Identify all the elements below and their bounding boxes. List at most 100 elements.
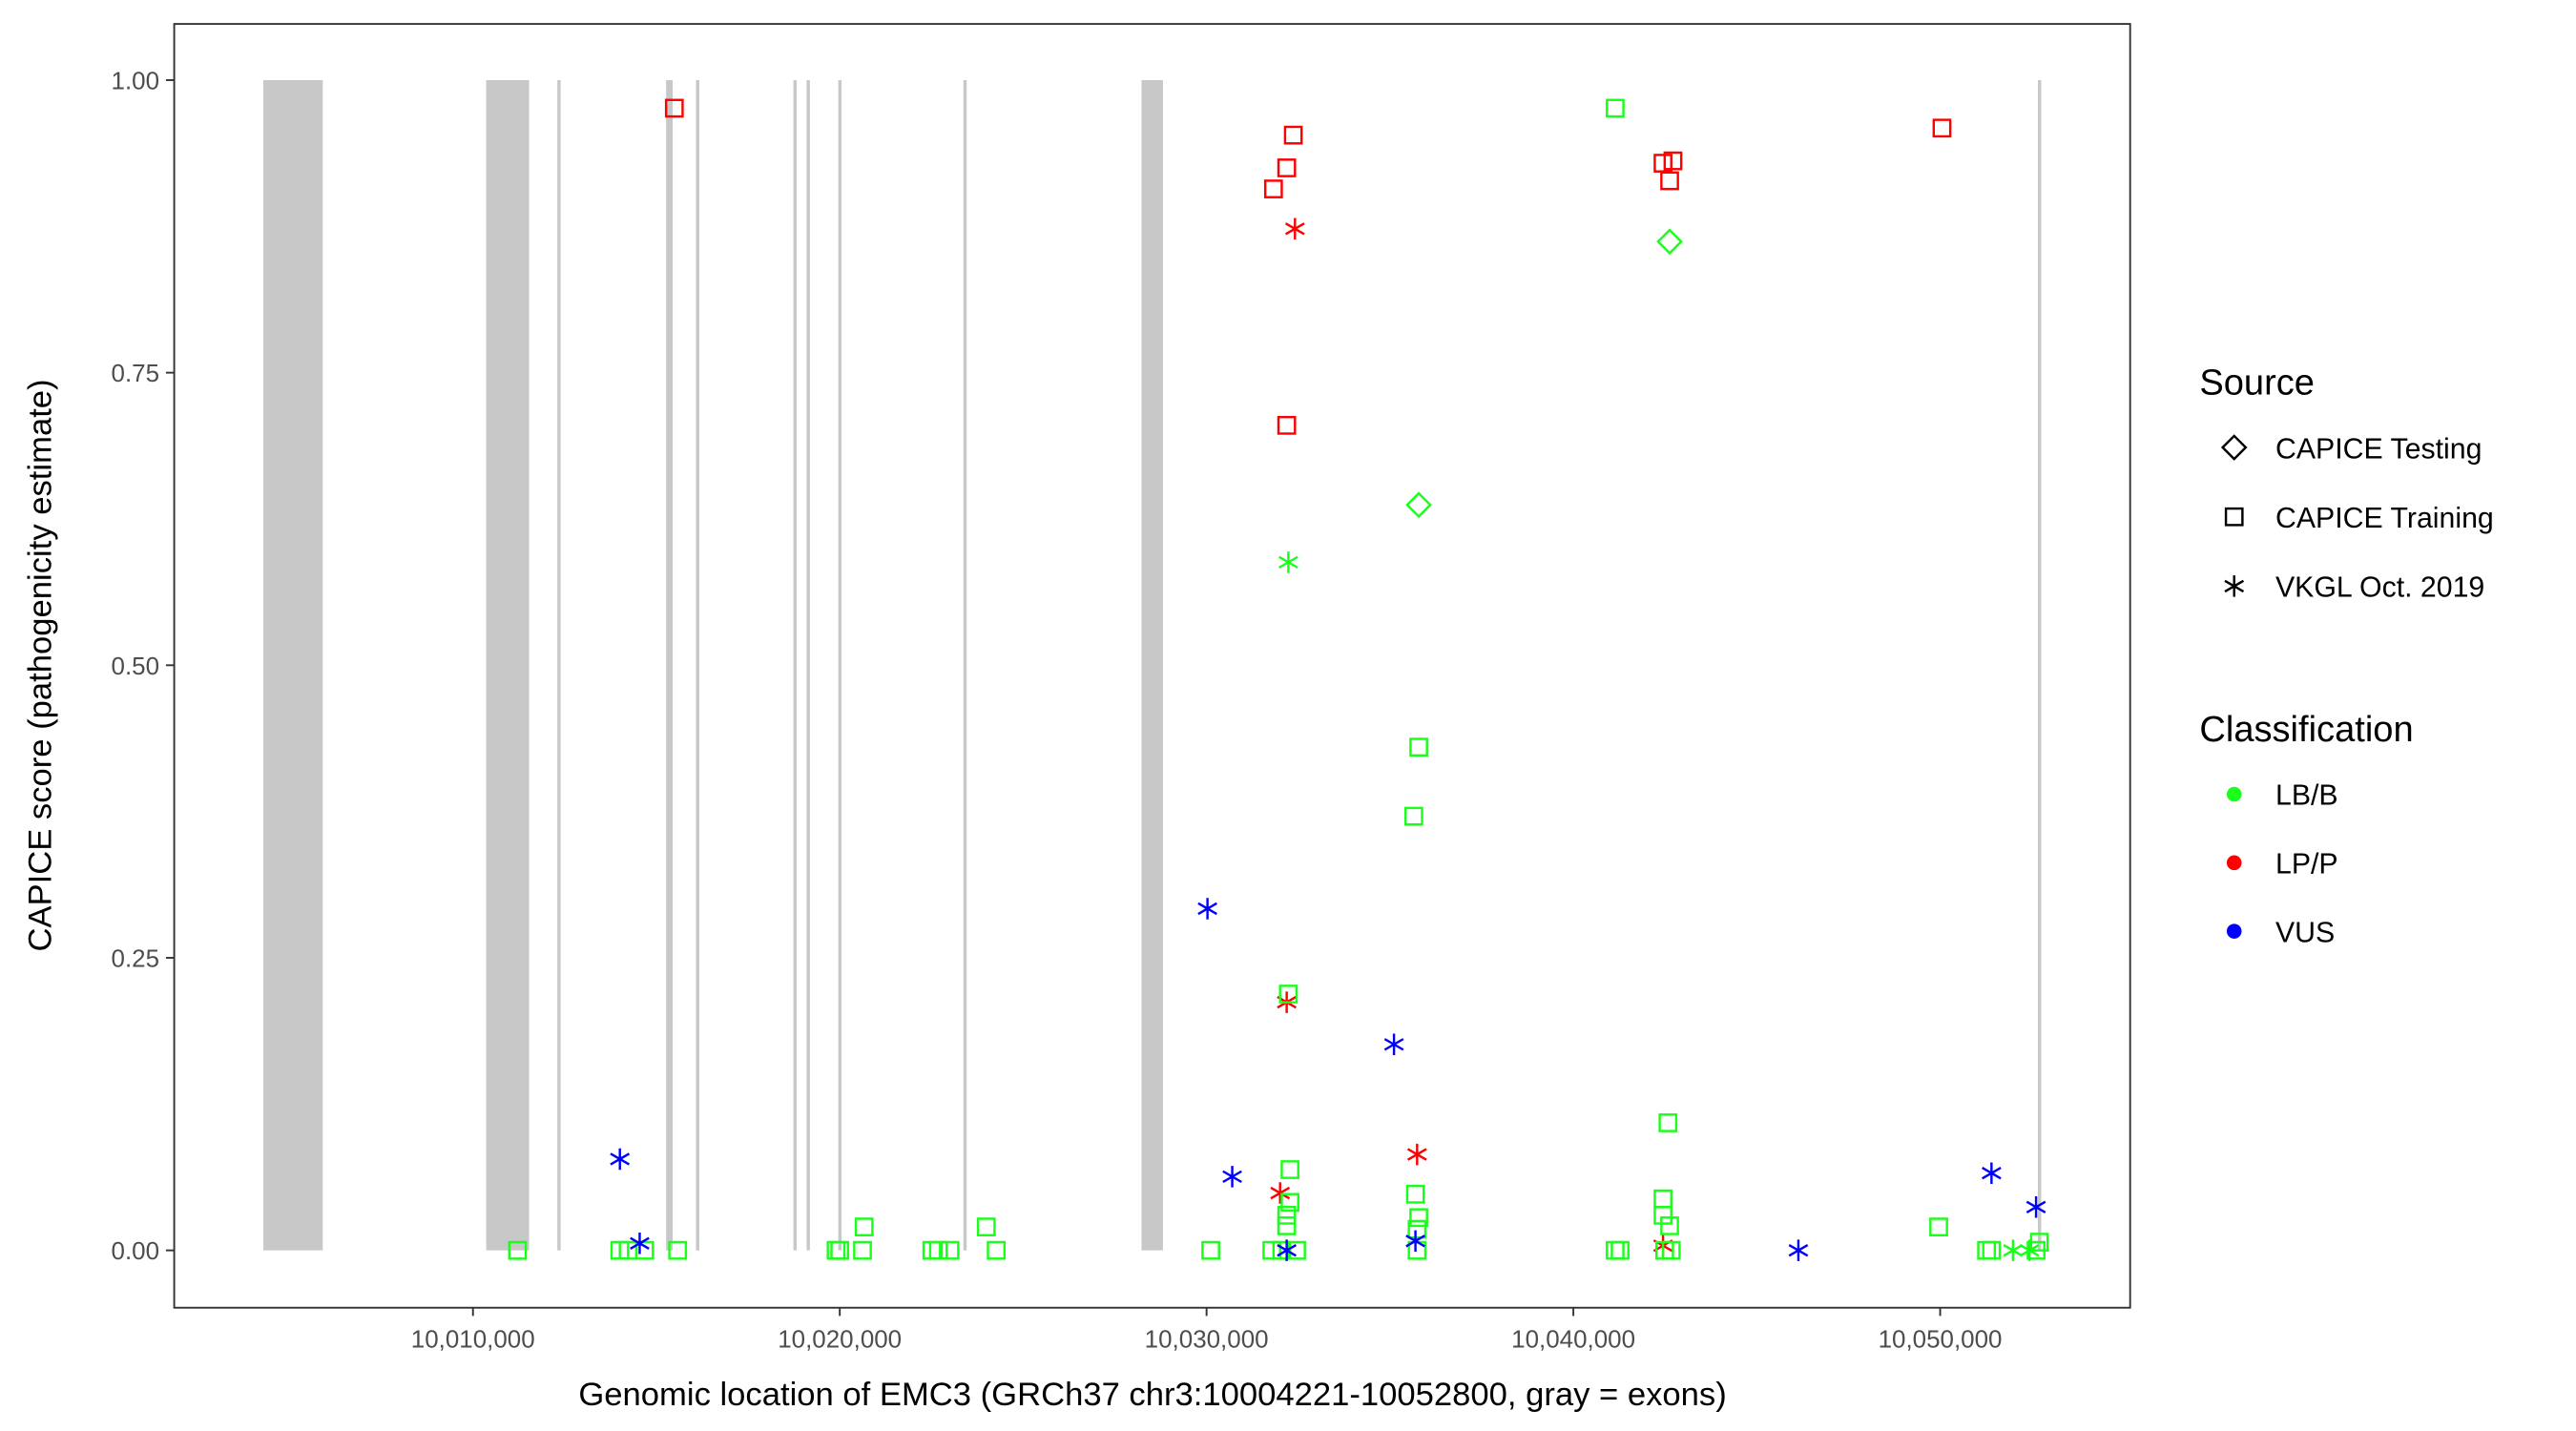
data-point (1606, 98, 1625, 118)
data-point (1277, 158, 1297, 177)
data-point (1409, 737, 1428, 757)
square-marker (853, 1240, 872, 1260)
legend-key-square-icon (2224, 507, 2244, 527)
square-marker (940, 1240, 960, 1260)
data-point (1977, 1240, 1997, 1260)
data-point (1406, 1143, 1427, 1166)
dot-marker (2226, 786, 2242, 802)
exon-band (263, 79, 323, 1251)
y-tick-label: 1.00 (112, 66, 160, 94)
y-axis-title: CAPICE score (pathogenicity estimate) (23, 379, 59, 951)
legend-class-label: LP/P (2275, 849, 2338, 881)
legend-key-diamond-icon (2220, 434, 2248, 461)
diamond-marker (1405, 491, 1432, 519)
exon-band (2037, 79, 2042, 1251)
square-marker (976, 1217, 996, 1236)
data-point (928, 1240, 948, 1260)
data-point (1222, 1166, 1242, 1188)
x-tick-label: 10,030,000 (1145, 1324, 1269, 1353)
square-marker (1278, 985, 1298, 1004)
square-marker (987, 1240, 1007, 1260)
square-marker (508, 1240, 528, 1260)
y-tick-label: 0.25 (112, 944, 160, 973)
data-point (1270, 1182, 1291, 1204)
legend-class-item: VUS (2226, 917, 2335, 948)
exon-bands (263, 79, 2042, 1251)
exon-band (696, 79, 699, 1251)
data-point (1982, 1162, 2002, 1184)
y-tick-label: 0.50 (112, 652, 160, 680)
square-marker (1982, 1240, 2002, 1260)
asterisk-marker (1788, 1239, 1809, 1261)
square-marker (1932, 118, 1952, 138)
data-point (1272, 1240, 1292, 1260)
legend-source-label: CAPICE Testing (2275, 433, 2482, 465)
data-point (1788, 1239, 1809, 1261)
legend-source-item: CAPICE Testing (2220, 433, 2482, 465)
dot-marker (2226, 855, 2242, 871)
square-marker (1409, 737, 1428, 757)
square-marker (826, 1240, 846, 1260)
exon-band (806, 79, 810, 1251)
y-tick-label: 0.75 (112, 359, 160, 387)
asterisk-marker (1277, 1239, 1297, 1261)
data-point (1660, 171, 1679, 191)
data-point (1405, 1230, 1425, 1253)
x-tick-label: 10,020,000 (778, 1324, 902, 1353)
data-point (987, 1240, 1007, 1260)
legend-source-items: CAPICE Testing CAPICE Training VKGL Oct. 2… (2220, 433, 2494, 604)
legend-source-item: VKGL Oct. 2019 (2224, 572, 2484, 604)
asterisk-marker (1405, 1230, 1425, 1253)
asterisk-marker (2224, 575, 2245, 597)
data-point (854, 1217, 874, 1236)
data-point (853, 1240, 872, 1260)
square-marker (1606, 98, 1625, 118)
data-points (508, 98, 2049, 1261)
data-point (1277, 1239, 1297, 1261)
legend-classification-items: LB/B LP/P VUS (2226, 780, 2338, 948)
data-point (668, 1240, 688, 1260)
asterisk-marker (1406, 1143, 1427, 1166)
x-axis-title: Genomic location of EMC3 (GRCh37 chr3:10… (578, 1377, 1726, 1413)
legend: Source CAPICE Testing CAPICE Training VKGL… (2199, 363, 2493, 949)
square-marker (1661, 1240, 1681, 1260)
data-point (1929, 1217, 1948, 1236)
square-marker (1660, 171, 1679, 191)
square-marker (1606, 1240, 1625, 1260)
data-point (1407, 1219, 1427, 1239)
data-point (1277, 1216, 1297, 1235)
data-point (1263, 179, 1283, 198)
asterisk-marker (2019, 1239, 2040, 1261)
asterisk-marker (1982, 1162, 2002, 1184)
square-marker (2224, 507, 2244, 527)
square-marker (1277, 1216, 1297, 1235)
legend-source-item: CAPICE Training (2224, 503, 2494, 534)
exon-band (1141, 79, 1163, 1251)
data-point (1280, 1192, 1299, 1213)
y-tick-label: 0.00 (112, 1236, 160, 1265)
data-point (1660, 1216, 1679, 1235)
legend-class-item: LP/P (2226, 849, 2338, 881)
x-tick-label: 10,050,000 (1879, 1324, 2003, 1353)
legend-class-item: LB/B (2226, 780, 2338, 812)
data-point (1653, 1205, 1672, 1225)
data-point (1656, 228, 1683, 256)
y-axis: 0.00 0.25 0.50 0.75 1.00 (112, 66, 175, 1265)
data-point (1405, 491, 1432, 519)
data-point (1280, 1160, 1299, 1179)
square-marker (1929, 1217, 1948, 1236)
asterisk-marker (2025, 1196, 2046, 1218)
legend-classification-title: Classification (2199, 710, 2413, 750)
data-point (1409, 1208, 1428, 1228)
square-marker (1262, 1240, 1281, 1260)
data-point (1661, 1240, 1681, 1260)
data-point (1982, 1240, 2002, 1260)
square-marker (2029, 1233, 2049, 1252)
square-marker (1658, 1113, 1678, 1132)
square-marker (1403, 806, 1423, 826)
square-marker (1277, 158, 1297, 177)
square-marker (1272, 1240, 1292, 1260)
square-marker (664, 98, 684, 118)
data-point (630, 1233, 650, 1255)
exon-band (963, 79, 967, 1251)
